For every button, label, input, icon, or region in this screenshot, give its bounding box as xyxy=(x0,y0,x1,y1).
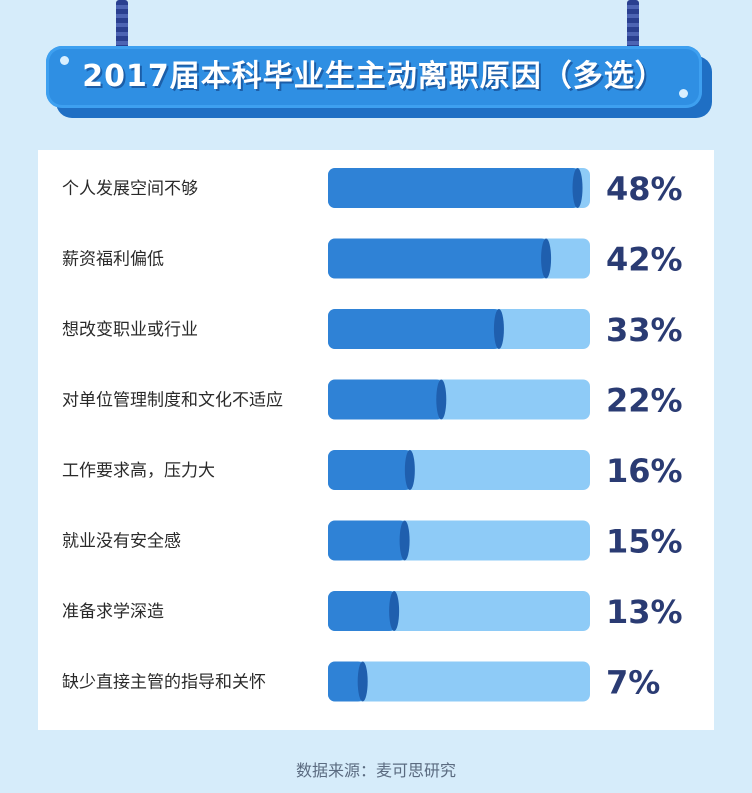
category-label: 个人发展空间不够 xyxy=(62,179,198,199)
banner-dot xyxy=(60,56,69,65)
bar-end-cap xyxy=(357,661,368,702)
bar xyxy=(328,379,444,420)
value-label: 13% xyxy=(606,593,683,631)
bar-end-cap xyxy=(541,238,552,279)
bar xyxy=(328,520,407,561)
bar-end-cap xyxy=(404,450,415,490)
bar-end-cap xyxy=(389,591,400,631)
title-banner: 2017届本科毕业生主动离职原因（多选） xyxy=(46,46,702,108)
banner-dot xyxy=(679,89,688,98)
category-label: 对单位管理制度和文化不适应 xyxy=(62,391,283,411)
bar xyxy=(328,309,501,349)
category-label: 准备求学深造 xyxy=(62,602,164,622)
category-label: 想改变职业或行业 xyxy=(62,320,198,340)
category-label: 薪资福利偏低 xyxy=(62,250,164,270)
bar xyxy=(328,238,549,279)
category-label: 缺少直接主管的指导和关怀 xyxy=(62,673,266,693)
bar xyxy=(328,591,397,631)
value-label: 7% xyxy=(606,664,660,702)
value-label: 42% xyxy=(606,241,683,279)
chart-card: 个人发展空间不够 48% 薪资福利偏低 42% 想改变职业或行业 33% 对单位管理制度和文… xyxy=(38,150,714,730)
bar-chart: 个人发展空间不够 48% 薪资福利偏低 42% 想改变职业或行业 33% 对单位管理制度和文… xyxy=(62,168,683,702)
bar-end-cap xyxy=(572,168,583,208)
bar xyxy=(328,661,365,702)
chart-title: 2017届本科毕业生主动离职原因（多选） xyxy=(82,59,666,94)
value-label: 48% xyxy=(606,170,683,208)
data-source: 数据来源：麦可思研究 xyxy=(295,761,456,780)
value-label: 15% xyxy=(606,523,683,561)
bar-end-cap xyxy=(436,379,447,420)
bar xyxy=(328,450,412,490)
value-label: 22% xyxy=(606,382,683,420)
right-hanger xyxy=(627,0,639,52)
value-label: 16% xyxy=(606,452,683,490)
category-label: 工作要求高，压力大 xyxy=(62,461,215,481)
bar-track xyxy=(328,661,590,702)
left-hanger xyxy=(116,0,128,52)
bar xyxy=(328,168,580,208)
category-label: 就业没有安全感 xyxy=(62,532,181,552)
value-label: 33% xyxy=(606,311,683,349)
bar-end-cap xyxy=(493,309,504,349)
bar-end-cap xyxy=(399,520,410,561)
